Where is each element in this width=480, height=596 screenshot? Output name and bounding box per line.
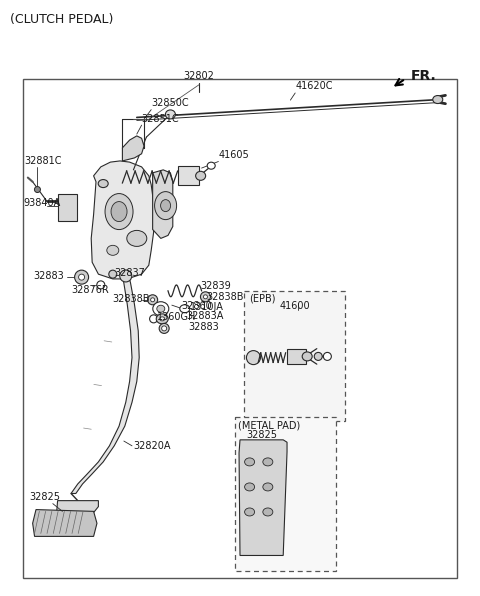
Bar <box>23 79 457 578</box>
Text: 32837: 32837 <box>114 268 145 278</box>
Text: 1360GH: 1360GH <box>157 312 197 322</box>
Ellipse shape <box>105 194 133 229</box>
Text: 32838B: 32838B <box>113 294 150 304</box>
Text: 32876R: 32876R <box>71 285 109 295</box>
Ellipse shape <box>155 192 177 219</box>
Ellipse shape <box>263 508 273 516</box>
Ellipse shape <box>159 324 169 333</box>
Ellipse shape <box>79 274 84 280</box>
Ellipse shape <box>150 315 157 323</box>
Ellipse shape <box>74 270 89 284</box>
Ellipse shape <box>246 350 261 365</box>
Text: 1310JA: 1310JA <box>190 302 224 312</box>
Text: (CLUTCH PEDAL): (CLUTCH PEDAL) <box>10 13 113 26</box>
Ellipse shape <box>207 162 215 169</box>
Ellipse shape <box>161 200 170 212</box>
Ellipse shape <box>204 295 207 299</box>
Ellipse shape <box>111 201 127 222</box>
Ellipse shape <box>263 483 273 491</box>
Ellipse shape <box>245 458 254 466</box>
Ellipse shape <box>35 187 40 193</box>
Ellipse shape <box>263 458 273 466</box>
Polygon shape <box>71 275 139 493</box>
Ellipse shape <box>151 298 155 302</box>
Ellipse shape <box>120 270 132 282</box>
Ellipse shape <box>196 171 205 181</box>
Ellipse shape <box>153 302 169 316</box>
Text: 32851C: 32851C <box>142 114 179 124</box>
Text: 41600: 41600 <box>279 301 310 311</box>
Ellipse shape <box>201 292 210 302</box>
Text: FR.: FR. <box>410 69 436 83</box>
Text: 32881C: 32881C <box>24 156 61 166</box>
Text: 41620C: 41620C <box>295 81 333 91</box>
Ellipse shape <box>98 179 108 188</box>
Polygon shape <box>153 170 173 238</box>
Text: 32883A: 32883A <box>186 311 224 321</box>
Bar <box>58 194 77 221</box>
Text: 32883: 32883 <box>189 322 219 331</box>
Ellipse shape <box>127 231 147 246</box>
Text: 32838B: 32838B <box>206 292 244 302</box>
Text: 32839: 32839 <box>201 281 231 291</box>
Text: (METAL PAD): (METAL PAD) <box>238 420 300 430</box>
Ellipse shape <box>180 305 190 313</box>
Ellipse shape <box>107 246 119 255</box>
Ellipse shape <box>162 326 167 331</box>
Ellipse shape <box>245 508 254 516</box>
Ellipse shape <box>109 270 117 278</box>
Ellipse shape <box>433 95 443 104</box>
Text: 32825: 32825 <box>30 492 61 502</box>
Text: 32802: 32802 <box>184 71 215 81</box>
Text: (EPB): (EPB) <box>249 294 275 304</box>
Bar <box>178 166 199 185</box>
Bar <box>244 291 345 421</box>
Polygon shape <box>122 136 144 161</box>
Text: 32820A: 32820A <box>133 441 171 451</box>
Text: 41605: 41605 <box>218 150 249 160</box>
Ellipse shape <box>314 352 322 361</box>
Bar <box>287 349 306 364</box>
Ellipse shape <box>324 352 331 361</box>
Ellipse shape <box>157 305 165 312</box>
Polygon shape <box>33 510 97 536</box>
Text: 32860: 32860 <box>181 301 212 311</box>
Ellipse shape <box>166 110 175 119</box>
Text: 32850C: 32850C <box>151 98 189 108</box>
Ellipse shape <box>302 352 312 361</box>
Ellipse shape <box>97 281 105 289</box>
Polygon shape <box>91 161 154 279</box>
Text: 93840A: 93840A <box>23 198 60 207</box>
Bar <box>235 417 336 571</box>
Text: 32883: 32883 <box>34 271 64 281</box>
Polygon shape <box>57 501 98 513</box>
Ellipse shape <box>245 483 254 491</box>
Ellipse shape <box>160 317 165 321</box>
Ellipse shape <box>148 295 157 305</box>
Polygon shape <box>239 440 287 555</box>
Ellipse shape <box>156 314 168 324</box>
Text: 32825: 32825 <box>246 430 277 440</box>
